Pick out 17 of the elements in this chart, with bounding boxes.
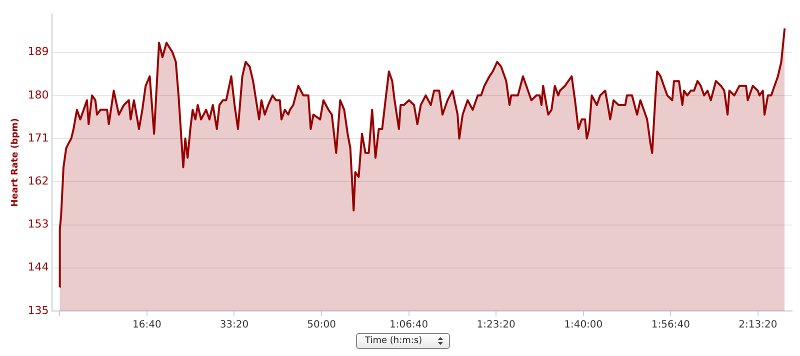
x-tick-label: 33:20 xyxy=(220,320,249,331)
y-tick-label: 162 xyxy=(28,174,49,188)
x-tick-label: 1:23:20 xyxy=(476,320,516,331)
y-tick-label: 180 xyxy=(28,88,49,102)
y-tick-label: 171 xyxy=(28,131,49,144)
y-tick-label: 189 xyxy=(28,45,49,58)
x-axis-title: Time (h:m:s) xyxy=(365,335,422,348)
y-tick-label: 144 xyxy=(28,260,49,274)
x-tick-label: 50:00 xyxy=(307,320,336,331)
x-tick-label: 1:06:40 xyxy=(390,320,428,331)
y-tick-label: 153 xyxy=(28,218,49,231)
x-tick-label: 1:56:40 xyxy=(651,320,690,331)
x-tick-label: 16:40 xyxy=(132,320,162,331)
y-axis-title: Heart Rate (bpm) xyxy=(10,118,21,207)
x-tick-label: 2:13:20 xyxy=(738,320,778,331)
y-tick-label: 135 xyxy=(28,304,49,317)
x-tick-label: 1:40:00 xyxy=(564,320,603,331)
